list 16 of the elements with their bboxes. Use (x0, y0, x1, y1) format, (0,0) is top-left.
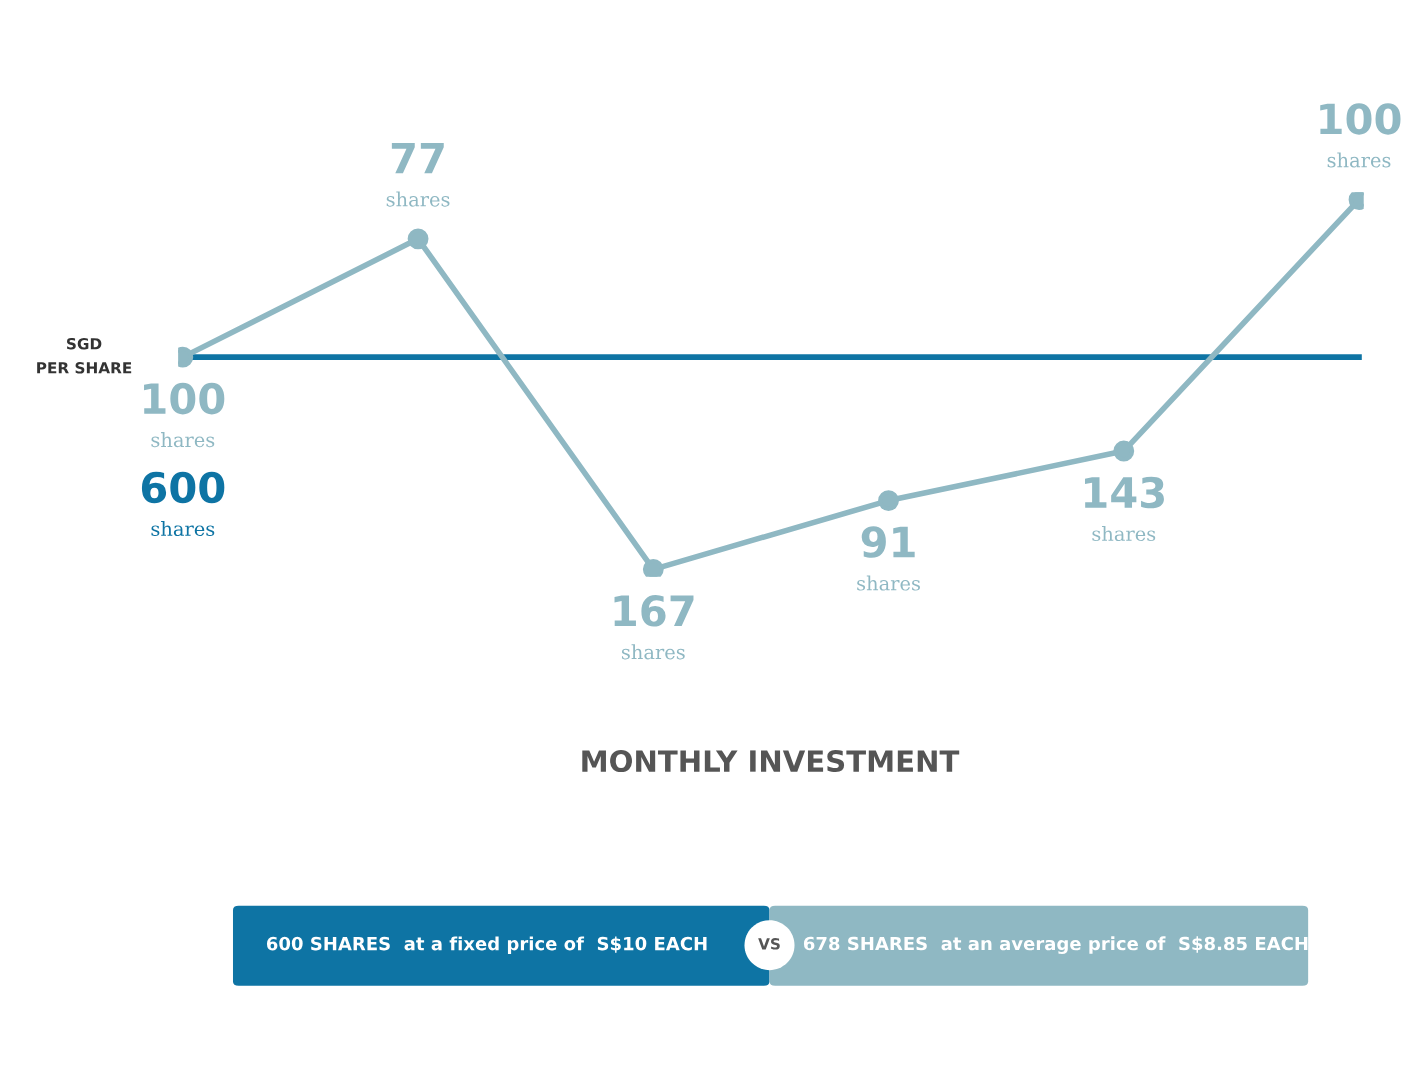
point (642, 558, 664, 577)
annotation: 100 shares (144, 382, 225, 448)
text: MONTHLY INVESTMENT (582, 750, 960, 773)
text: VS (758, 938, 780, 950)
annotation: 77 shares (386, 142, 450, 207)
point (1113, 440, 1135, 462)
annotation: 600 shares (141, 471, 225, 537)
point (878, 490, 899, 511)
annotation: 143 shares (1085, 476, 1164, 542)
text: 600 SHARES at a fixed price of S$10 EACH (266, 936, 707, 954)
y-axis-title: SGD PER SHARE (37, 337, 132, 374)
point (407, 228, 429, 250)
text: 100 shares (1320, 103, 1401, 168)
text: 167 shares (614, 595, 694, 660)
annotation: 91 shares (857, 526, 920, 591)
text: 678 SHARES at an average price of S$8.85 EACH (803, 936, 1308, 954)
